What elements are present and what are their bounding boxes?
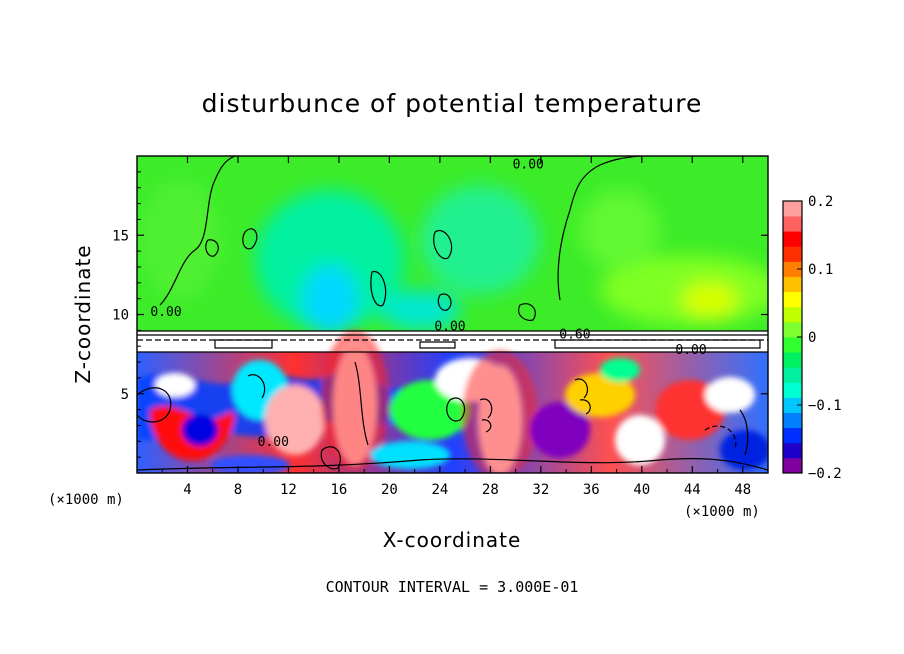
contour-label-3: 0.60 xyxy=(559,327,590,342)
colorbar-swatch-16 xyxy=(783,216,802,232)
contour-lines xyxy=(137,156,768,471)
colorbar-swatch-0 xyxy=(783,457,802,474)
x-unit-left: (×1000 m) xyxy=(48,492,124,508)
colorbar-swatch-3 xyxy=(783,412,802,429)
colorbar-swatch-9 xyxy=(783,321,802,338)
x-axis-label: X-coordinate xyxy=(383,528,522,552)
x-tick-label-9: 40 xyxy=(633,482,650,498)
colorbar-swatch-12 xyxy=(783,276,802,293)
colorbar-swatch-1 xyxy=(783,442,802,459)
x-tick-label-11: 48 xyxy=(734,482,751,498)
colorbar-swatch-17 xyxy=(783,201,802,217)
x-tick-label-7: 32 xyxy=(532,482,549,498)
colorbar-swatch-13 xyxy=(783,261,802,277)
contour-label-0: 0.00 xyxy=(513,158,544,173)
plot-area: 0.00 0.00 0.00 0.60 0.00 0.00 xyxy=(137,156,768,473)
contour-label-4: 0.00 xyxy=(675,343,706,358)
colorbar-label-2: 0 xyxy=(808,330,816,346)
colorbar-swatch-6 xyxy=(783,367,802,383)
contour-interval-note: CONTOUR INTERVAL = 3.000E-01 xyxy=(326,578,579,596)
chart-title: disturbunce of potential temperature xyxy=(202,89,703,118)
contour-label-5: 0.00 xyxy=(258,435,289,450)
x-tick-label-10: 44 xyxy=(684,482,701,498)
colorbar-label-1: −0.1 xyxy=(808,398,842,414)
colorbar-swatch-10 xyxy=(783,306,802,323)
colorbar-label-3: 0.1 xyxy=(808,262,833,278)
y-tick-label-2: 15 xyxy=(112,228,129,244)
contour-label-2: 0.00 xyxy=(434,319,465,334)
colorbar-swatch-4 xyxy=(783,397,802,413)
x-axis: 4 8 12 16 20 24 28 32 36 40 44 48 xyxy=(161,156,751,498)
x-tick-label-3: 16 xyxy=(330,482,347,498)
x-tick-label-1: 8 xyxy=(234,482,242,498)
colorbar-swatch-7 xyxy=(783,352,802,368)
colorbar-swatch-5 xyxy=(783,382,802,398)
colorbar-label-4: 0.2 xyxy=(808,194,833,210)
x-tick-label-8: 36 xyxy=(583,482,600,498)
x-tick-label-0: 4 xyxy=(183,482,191,498)
x-tick-label-2: 12 xyxy=(280,482,297,498)
y-axis-label: Z-coordinate xyxy=(71,244,95,383)
colorbar-swatch-14 xyxy=(783,246,802,262)
colorbar-label-0: −0.2 xyxy=(808,466,842,482)
upper-field-texture xyxy=(140,180,768,335)
y-tick-label-1: 10 xyxy=(112,308,129,324)
y-axis: 5 10 15 xyxy=(112,171,768,458)
colorbar-swatch-15 xyxy=(783,231,802,247)
x-unit-right: (×1000 m) xyxy=(684,504,760,520)
colorbar-swatch-2 xyxy=(783,427,802,444)
contour-label-group: 0.00 0.00 0.00 0.60 0.00 0.00 xyxy=(150,158,706,450)
x-tick-label-5: 24 xyxy=(431,482,448,498)
x-tick-label-4: 20 xyxy=(381,482,398,498)
contour-label-1: 0.00 xyxy=(150,305,181,320)
colorbar-swatch-8 xyxy=(783,337,802,353)
colorbar-swatch-11 xyxy=(783,291,802,308)
colorbar: −0.2 −0.1 0 0.1 0.2 xyxy=(782,194,842,482)
y-tick-label-0: 5 xyxy=(121,387,129,403)
x-tick-label-6: 28 xyxy=(482,482,499,498)
